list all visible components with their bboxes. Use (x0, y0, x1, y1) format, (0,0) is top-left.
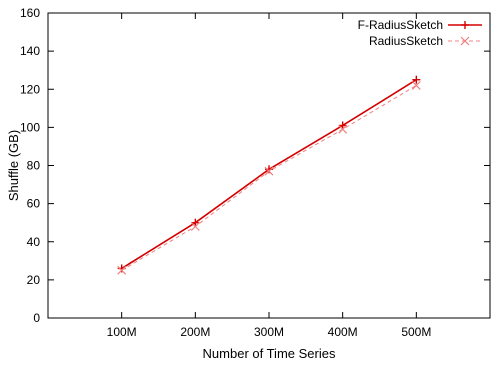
x-tick-label: 300M (254, 325, 284, 339)
legend-marker-f-radiussketch (461, 21, 469, 29)
y-tick-label: 0 (33, 311, 40, 325)
x-tick-label: 200M (180, 325, 210, 339)
data-point-radiussketch (338, 124, 348, 134)
y-tick-label: 100 (20, 120, 40, 134)
data-point-radiussketch (264, 166, 274, 176)
x-tick-label: 100M (107, 325, 137, 339)
x-axis-label: Number of Time Series (203, 346, 336, 361)
y-tick-label: 160 (20, 6, 40, 20)
legend: F-RadiusSketch RadiusSketch (358, 18, 482, 48)
data-point-radiussketch (117, 265, 127, 275)
legend-label-radiussketch: RadiusSketch (369, 34, 443, 48)
data-point-radiussketch (190, 222, 200, 231)
data-point-f-radiussketch (412, 75, 421, 84)
legend-marker-radiussketch (460, 36, 470, 46)
series-line-radiussketch (121, 85, 417, 271)
plot-frame (47, 12, 491, 319)
data-point-f-radiussketch (338, 121, 347, 130)
y-tick-label: 40 (27, 235, 41, 249)
data-point-f-radiussketch (191, 218, 200, 227)
tick-labels: 0 20 40 60 80 100 120 140 160 100M 200M 300M 400M 500… (20, 6, 431, 339)
series-layer (117, 75, 421, 275)
y-tick-label: 140 (20, 44, 40, 58)
y-tick-label: 120 (20, 82, 40, 96)
y-tick-label: 20 (27, 273, 41, 287)
x-tick-label: 500M (401, 325, 431, 339)
y-axis-label: Shuffle (GB) (6, 130, 21, 201)
legend-label-f-radiussketch: F-RadiusSketch (358, 18, 443, 32)
y-tick-label: 60 (27, 197, 41, 211)
y-tick-label: 80 (27, 159, 41, 173)
data-point-radiussketch (411, 81, 421, 90)
x-tick-label: 400M (328, 325, 358, 339)
series-line-f-radiussketch (121, 79, 417, 270)
